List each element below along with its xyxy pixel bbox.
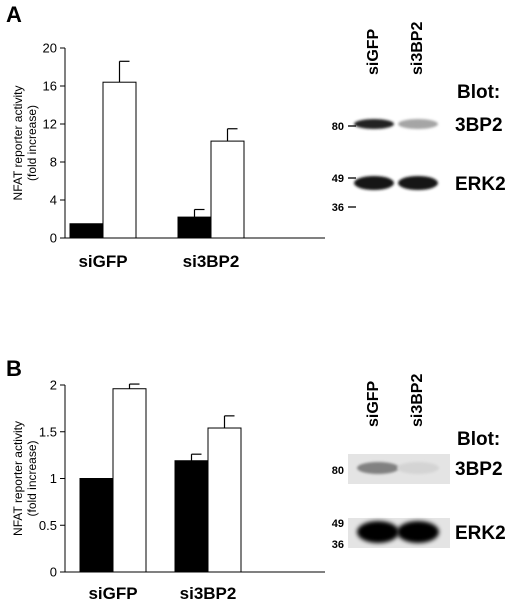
category-label: siGFP [88, 584, 137, 603]
y-tick-label: 4 [50, 193, 57, 208]
y-tick-label: 1.5 [39, 424, 57, 439]
band [398, 119, 438, 129]
marker-label: 80 [332, 121, 344, 133]
band [357, 462, 399, 474]
band [357, 521, 399, 543]
western-blot-a: siGFP si3BP2 Blot: 80 49 36 3BP2 ERK2 [332, 22, 506, 214]
lane-label: siGFP [365, 380, 382, 427]
y-tick-label: 8 [50, 155, 57, 170]
panel-label-b: B [6, 356, 22, 381]
lane-label: si3BP2 [409, 374, 426, 427]
band-label: ERK2 [455, 523, 506, 544]
band [354, 176, 394, 190]
band [354, 119, 394, 129]
band-label: 3BP2 [455, 115, 503, 136]
bar-white [207, 427, 242, 573]
panel-label-a: A [6, 2, 22, 27]
category-label: si3BP2 [183, 252, 240, 271]
bar-black [174, 460, 209, 573]
y-tick-label: 20 [43, 41, 57, 56]
bar-white [102, 81, 137, 239]
band [397, 521, 439, 543]
band-label: ERK2 [455, 174, 506, 195]
bar-white [112, 388, 147, 573]
bar-chart-b: 0 0.5 1 1.5 2 NFAT reporter activity(fold inc… [11, 378, 325, 603]
western-blot-b: siGFP si3BP2 Blot: 80 49 36 3BP2 ERK2 [332, 374, 506, 551]
marker-label: 80 [332, 465, 344, 477]
bar-chart-a: 0 4 8 12 16 20 NFAT reporter activity(fold inc… [11, 41, 325, 271]
y-tick-label: 0 [50, 231, 57, 246]
band [398, 176, 438, 190]
bar-white [210, 140, 245, 239]
category-label: si3BP2 [180, 584, 237, 603]
y-axis-label: NFAT reporter activity(fold increase) [11, 86, 39, 201]
category-label: siGFP [78, 252, 127, 271]
lane-label: siGFP [365, 28, 382, 75]
bar-black [69, 223, 104, 239]
bar-black [177, 216, 212, 239]
marker-label: 36 [332, 539, 344, 551]
y-tick-label: 1 [50, 471, 57, 486]
band-label: 3BP2 [455, 459, 503, 480]
y-tick-label: 12 [43, 117, 57, 132]
blot-header: Blot: [457, 429, 500, 450]
lane-label: si3BP2 [409, 22, 426, 75]
y-tick-label: 0.5 [39, 518, 57, 533]
y-tick-label: 2 [50, 378, 57, 393]
y-axis-label: NFAT reporter activity(fold increase) [11, 421, 39, 536]
band [397, 462, 439, 474]
marker-label: 49 [332, 173, 344, 185]
marker-label: 36 [332, 202, 344, 214]
blot-header: Blot: [457, 82, 500, 103]
y-tick-label: 16 [43, 79, 57, 94]
bar-black [79, 478, 114, 573]
marker-label: 49 [332, 518, 344, 530]
y-tick-label: 0 [50, 565, 57, 580]
